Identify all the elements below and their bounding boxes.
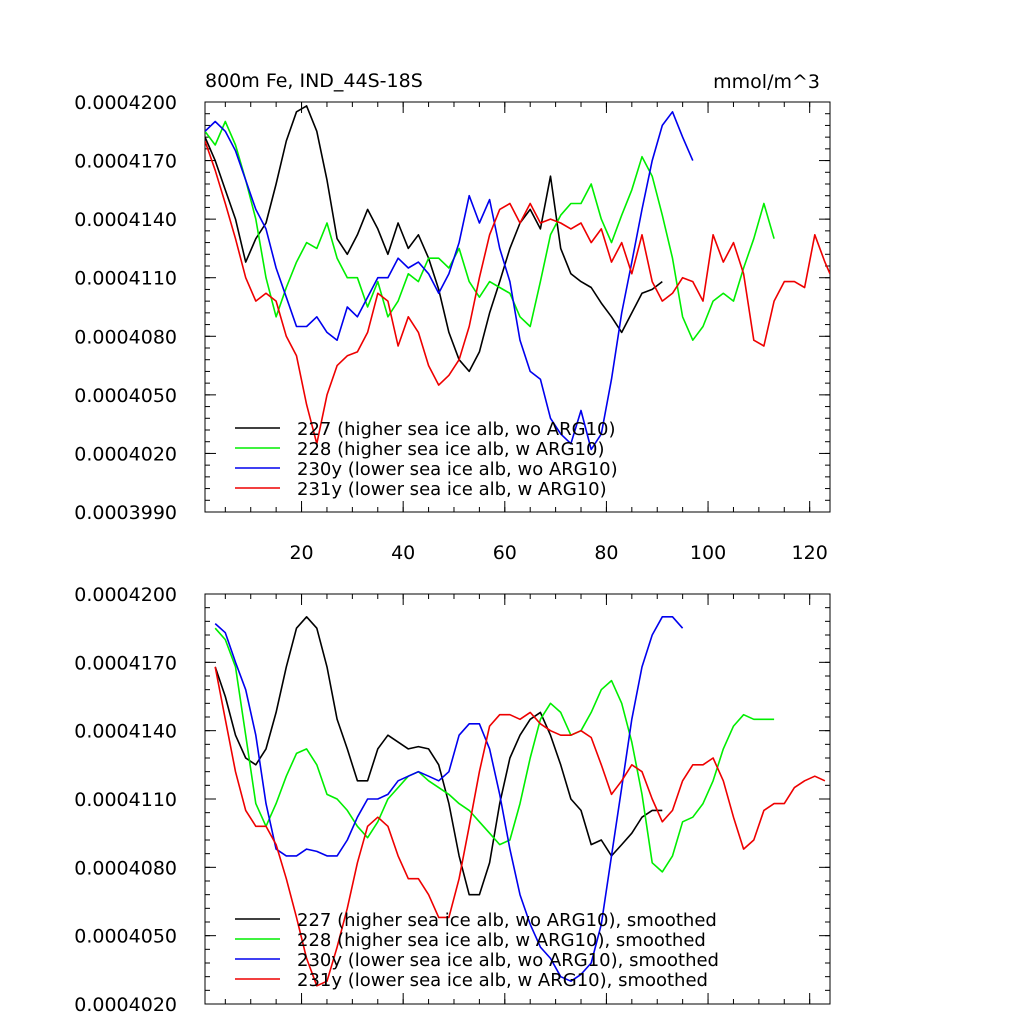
chart-panel-1: 20 40 60 80 100 120 0.0003990 0.0004020 0.000405…	[74, 70, 831, 564]
y-tick-label: 0.0004140	[74, 209, 177, 231]
series-line-3	[205, 111, 694, 451]
y-tick-label: 0.0004170	[74, 151, 177, 173]
x-tick-label: 80	[594, 542, 618, 564]
y-tick-label: 0.0004110	[74, 789, 177, 811]
series-line-3	[214, 615, 684, 983]
series-line-2	[214, 627, 775, 873]
series-line-1	[214, 615, 663, 896]
y-tick-label: 0.0003990	[74, 502, 177, 524]
x-tick-label: 120	[792, 542, 828, 564]
series-line-2	[205, 120, 775, 342]
y-tick-label: 0.0004200	[74, 92, 177, 114]
y-tick-label: 0.0004050	[74, 385, 177, 407]
legend-label-4: 231y (lower sea ice alb, w ARG10), smoot…	[297, 970, 708, 991]
series-line-4	[214, 666, 826, 987]
y-tick-label: 0.0004080	[74, 857, 177, 879]
y-tick-label: 0.0004140	[74, 721, 177, 743]
y-tick-label: 0.0004170	[74, 652, 177, 674]
legend-label-4: 231y (lower sea ice alb, w ARG10)	[297, 479, 607, 500]
units-label: mmol/m^3	[713, 71, 820, 93]
y-tick-label: 0.0004080	[74, 326, 177, 348]
legend-label-1: 227 (higher sea ice alb, wo ARG10), smoo…	[297, 910, 717, 931]
series-line-4	[205, 140, 830, 445]
x-tick-label: 60	[493, 542, 517, 564]
plot-frame	[204, 101, 831, 513]
legend-label-2: 228 (higher sea ice alb, w ARG10), smoot…	[297, 930, 706, 951]
y-tick-label: 0.0004110	[74, 268, 177, 290]
legend-label-2: 228 (higher sea ice alb, w ARG10)	[297, 439, 604, 460]
y-tick-label: 0.0004020	[74, 994, 177, 1016]
legend-label-3: 230y (lower sea ice alb, wo ARG10), smoo…	[297, 950, 719, 971]
chart-panel-2: 0.0004020 0.0004050 0.0004080 0.0004110 0.00…	[74, 584, 831, 1016]
legend-label-3: 230y (lower sea ice alb, wo ARG10)	[297, 459, 618, 480]
x-tick-label: 100	[690, 542, 726, 564]
x-tick-label: 40	[391, 542, 415, 564]
y-tick-label: 0.0004050	[74, 926, 177, 948]
chart-title: 800m Fe, IND_44S-18S	[205, 70, 423, 92]
x-tick-label: 20	[289, 542, 313, 564]
y-tick-label: 0.0004200	[74, 584, 177, 606]
series-line-1	[205, 105, 663, 373]
y-tick-label: 0.0004020	[74, 443, 177, 465]
legend-label-1: 227 (higher sea ice alb, wo ARG10)	[297, 419, 616, 440]
